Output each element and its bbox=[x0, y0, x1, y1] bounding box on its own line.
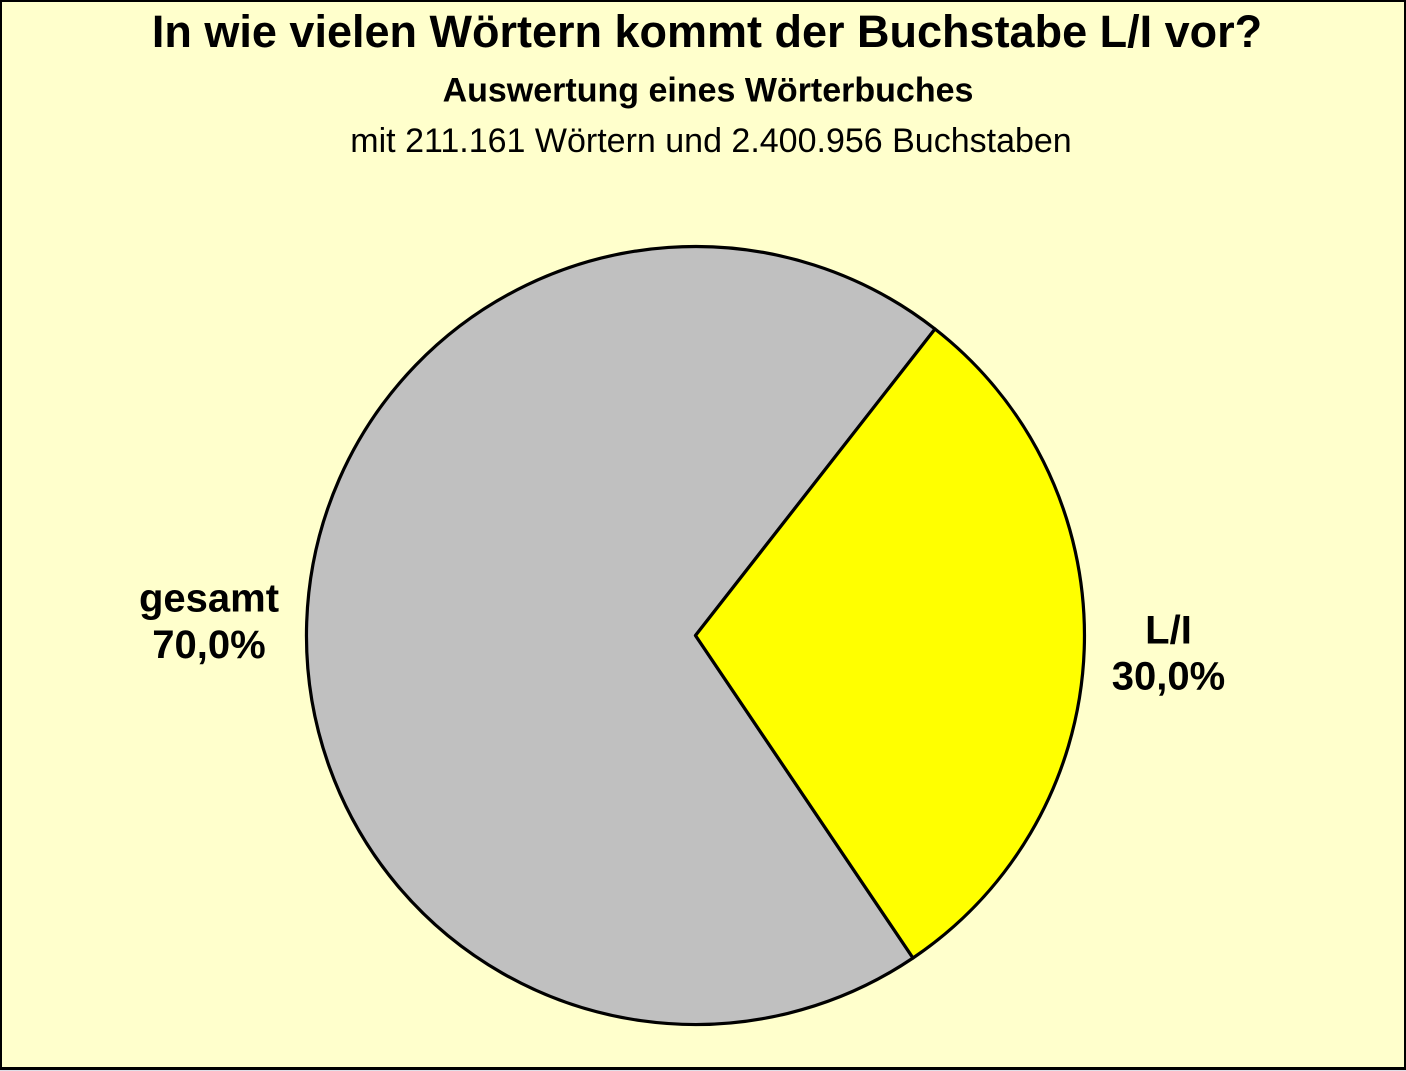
svg-text:Auswertung eines Wörterbuches: Auswertung eines Wörterbuches bbox=[443, 72, 974, 110]
svg-text:70,0%: 70,0% bbox=[152, 623, 265, 667]
svg-text:In wie vielen Wörtern kommt de: In wie vielen Wörtern kommt der Buchstab… bbox=[152, 6, 1262, 57]
svg-text:30,0%: 30,0% bbox=[1112, 655, 1225, 699]
svg-text:L/I: L/I bbox=[1145, 609, 1192, 653]
svg-text:mit 211.161 Wörtern und 2.400.: mit 211.161 Wörtern und 2.400.956 Buchst… bbox=[350, 122, 1071, 160]
svg-text:gesamt: gesamt bbox=[139, 577, 279, 621]
